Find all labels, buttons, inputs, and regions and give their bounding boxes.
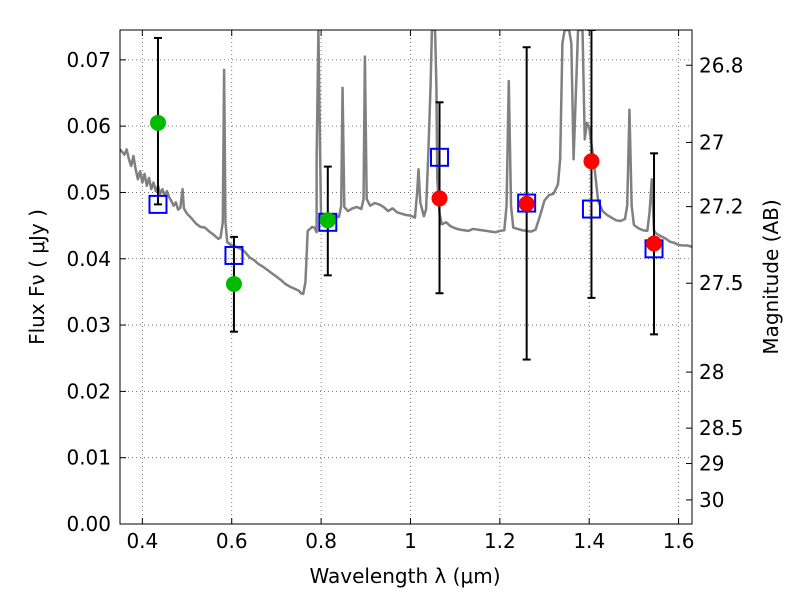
plot-frame [119, 29, 693, 525]
y-tick-label: 0.05 [66, 180, 111, 204]
y-tick-label: 0.07 [66, 48, 111, 72]
mag-tick-label: 28 [699, 360, 724, 384]
green-point-marker [149, 114, 166, 131]
spectrum-line [120, 30, 692, 296]
x-tick-label: 1.4 [573, 529, 605, 553]
y-tick-label: 0.00 [66, 512, 111, 536]
axis-ticks: 0.4 0.6 0.8 1 1.2 1.4 1.6 0.00 0.01 0.02 0.03 0.04 0… [66, 30, 744, 553]
y-tick-label: 0.01 [66, 446, 111, 470]
y-tick-label: 0.04 [66, 247, 111, 271]
x-tick-label: 1 [404, 529, 417, 553]
x-tick-label: 0.8 [305, 529, 337, 553]
mag-tick-label: 27.5 [699, 271, 744, 295]
model-square-marker [148, 194, 168, 214]
model-square-marker [581, 199, 601, 219]
red-point-marker [431, 190, 448, 207]
x-tick-label: 1.2 [484, 529, 516, 553]
red-point-marker [583, 153, 600, 170]
y-axis-right-label: Magnitude (AB) [759, 199, 783, 354]
green-point-marker [319, 212, 336, 229]
x-tick-label: 0.6 [216, 529, 248, 553]
x-tick-label: 1.6 [663, 529, 695, 553]
model-square-marker [430, 147, 450, 167]
mag-tick-label: 29 [699, 452, 724, 476]
mag-tick-label: 28.5 [699, 416, 744, 440]
model-square-marker [224, 245, 244, 265]
mag-tick-label: 27 [699, 130, 724, 154]
plot-area [120, 30, 692, 361]
red-point-marker [646, 235, 663, 252]
y-tick-label: 0.06 [66, 114, 111, 138]
y-axis-label: Flux Fν ( μJy ) [25, 209, 49, 345]
mag-tick-label: 26.8 [699, 53, 744, 77]
green-point-marker [225, 275, 242, 292]
mag-tick-label: 27.2 [699, 195, 744, 219]
x-axis-label: Wavelength λ (μm) [309, 564, 500, 588]
red-point-marker [518, 195, 535, 212]
mag-tick-label: 30 [699, 488, 724, 512]
y-tick-label: 0.03 [66, 313, 111, 337]
y-tick-label: 0.02 [66, 379, 111, 403]
x-tick-label: 0.4 [126, 529, 158, 553]
